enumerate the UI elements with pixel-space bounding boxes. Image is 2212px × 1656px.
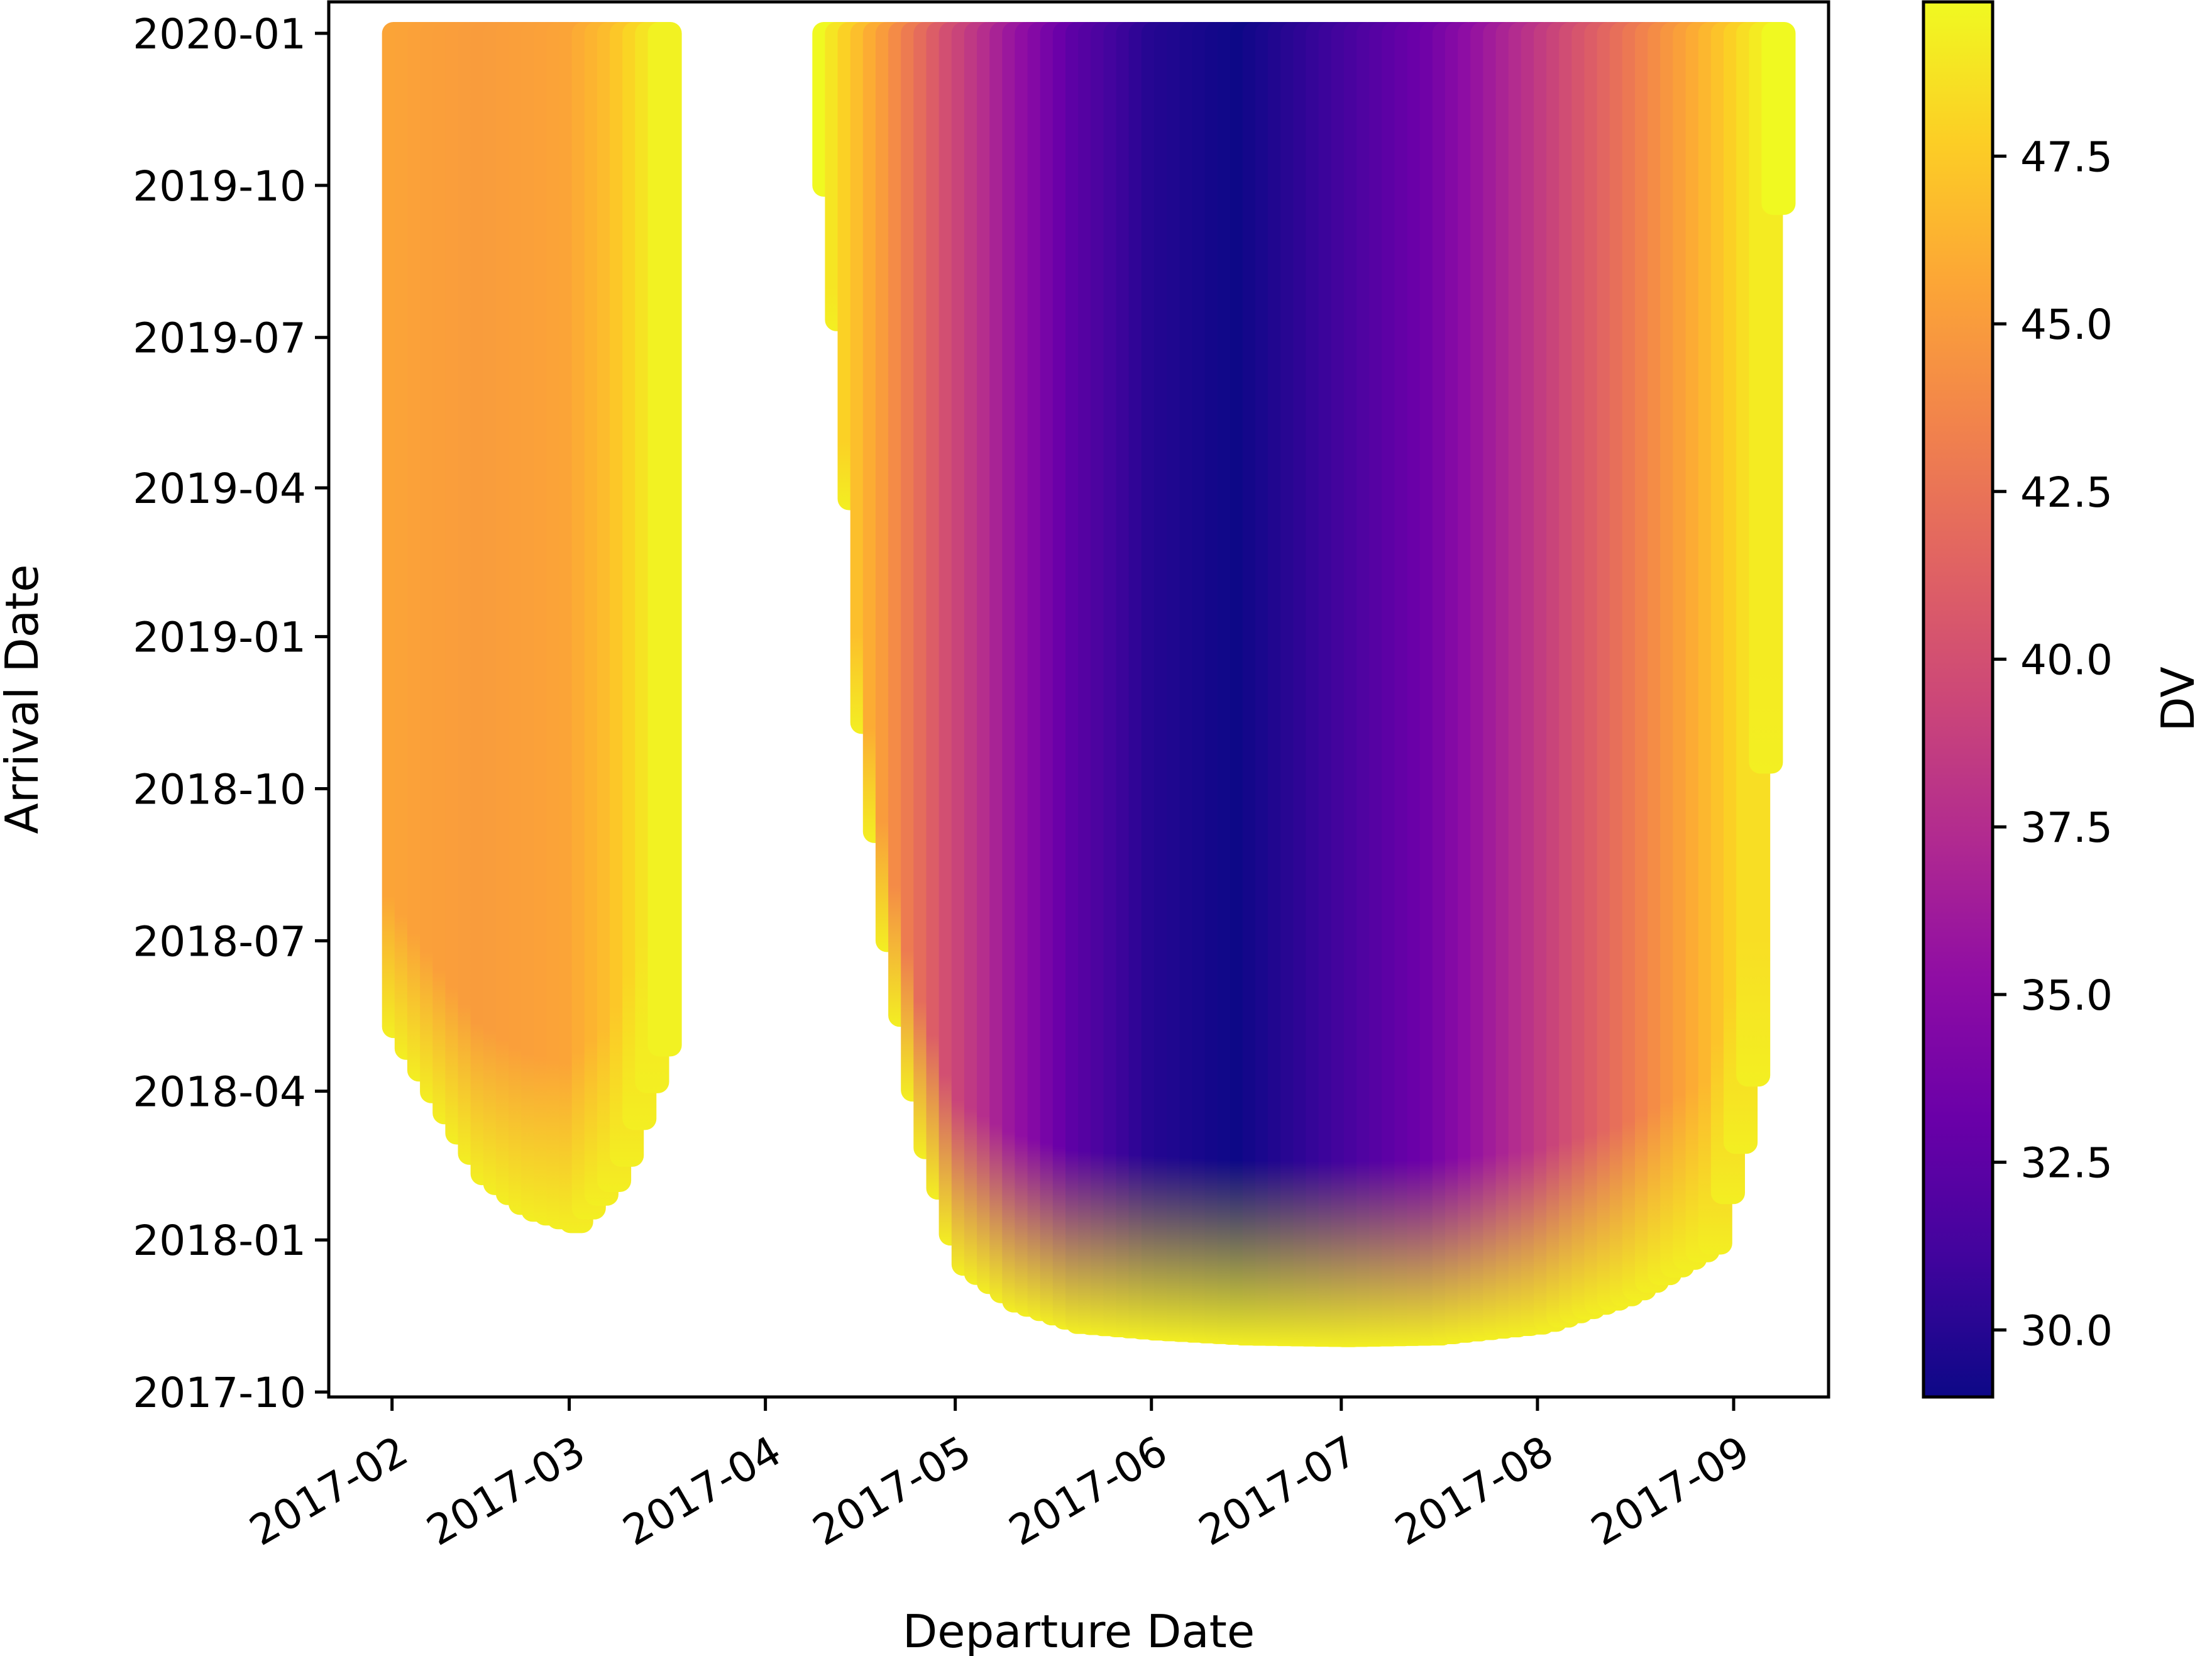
series-window-2 xyxy=(812,22,1796,1347)
x-tick-label: 2017-03 xyxy=(419,1427,593,1555)
colorbar-frame xyxy=(1922,0,1995,1399)
colorbar-tick-label: 35.0 xyxy=(2020,971,2113,1020)
y-axis: 2017-10 2018-01 2018-04 2018-07 2018-10 2019-… xyxy=(133,10,329,1417)
y-tick-label: 2019-07 xyxy=(133,314,306,363)
colorbar-ticks: 30.0 32.5 35.0 37.5 40.0 42.5 45.0 47.5 xyxy=(1993,133,2113,1355)
colorbar-tick-label: 42.5 xyxy=(2020,468,2113,517)
y-tick-label: 2019-01 xyxy=(133,614,306,662)
series-window-1 xyxy=(382,22,682,1234)
x-axis-label: Departure Date xyxy=(903,1605,1255,1656)
colorbar-tick-label: 47.5 xyxy=(2020,133,2113,181)
y-tick-label: 2019-10 xyxy=(133,162,306,211)
colorbar-tick-label: 40.0 xyxy=(2020,636,2113,684)
y-tick-label: 2019-04 xyxy=(133,465,306,513)
colorbar-tick-label: 45.0 xyxy=(2020,301,2113,349)
colorbar-tick-label: 37.5 xyxy=(2020,803,2113,852)
y-tick-label: 2018-04 xyxy=(133,1068,306,1117)
y-axis-label: Arrival Date xyxy=(0,565,48,834)
dv-column xyxy=(1761,22,1796,215)
x-tick-label: 2017-07 xyxy=(1191,1427,1365,1555)
colorbar-gradient xyxy=(1923,2,1993,1397)
y-tick-label: 2020-01 xyxy=(133,10,306,58)
y-tick-label: 2018-10 xyxy=(133,765,306,814)
colorbar-label: DV xyxy=(2152,666,2204,731)
x-tick-label: 2017-02 xyxy=(241,1427,415,1555)
x-tick-label: 2017-06 xyxy=(1001,1427,1175,1555)
y-tick-label: 2018-01 xyxy=(133,1217,306,1265)
plot-frame xyxy=(327,0,1830,1399)
x-tick-label: 2017-08 xyxy=(1387,1427,1561,1555)
y-tick-label: 2017-10 xyxy=(133,1369,306,1417)
plot-area xyxy=(327,0,1830,1399)
x-tick-label: 2017-05 xyxy=(805,1427,979,1555)
y-tick-label: 2018-07 xyxy=(133,917,306,966)
dv-column xyxy=(647,22,682,1057)
colorbar-tick-label: 30.0 xyxy=(2020,1306,2113,1355)
x-tick-label: 2017-09 xyxy=(1583,1427,1758,1555)
data-layer xyxy=(382,22,1796,1347)
x-axis: 2017-02 2017-03 2017-04 2017-05 2017-06 2017-… xyxy=(241,1397,1758,1555)
x-tick-label: 2017-04 xyxy=(615,1427,789,1555)
colorbar: 30.0 32.5 35.0 37.5 40.0 42.5 45.0 47.5 DV xyxy=(1922,0,2204,1399)
colorbar-tick-label: 32.5 xyxy=(2020,1139,2113,1188)
